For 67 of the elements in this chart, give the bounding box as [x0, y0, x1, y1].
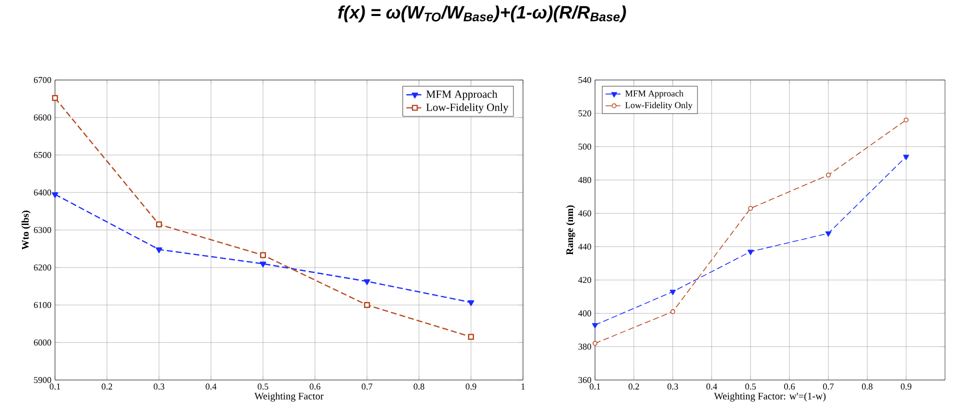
y-tick-label: 440: [578, 244, 592, 250]
x-tick-label: 0.6: [784, 384, 795, 390]
point: [52, 95, 58, 101]
point: [903, 154, 910, 160]
point: [826, 172, 831, 178]
x-tick-label: 1: [522, 384, 525, 390]
y-tick-label: 6100: [34, 302, 52, 308]
legend-label: MFM Approach: [625, 90, 684, 98]
x-tick-label: 0.1: [50, 384, 60, 390]
x-tick-label: 0.6: [310, 384, 320, 390]
x-tick-label: 0.9: [466, 384, 476, 390]
y-tick-label: 420: [578, 276, 592, 284]
y-tick-label: 400: [578, 310, 592, 316]
point: [260, 262, 266, 268]
x-tick-label: 0.5: [258, 384, 268, 390]
point: [52, 192, 58, 198]
x-tick-label: 0.4: [706, 384, 718, 390]
x-axis-title: Weighting Factor: w'=(1-w): [714, 392, 826, 402]
point: [670, 309, 676, 314]
y-tick-label: 460: [578, 210, 592, 216]
x-tick-label: 0.9: [900, 384, 912, 390]
y-axis-title: Range (nm): [566, 205, 576, 255]
point: [156, 221, 162, 228]
point: [904, 118, 909, 122]
point: [468, 334, 474, 340]
point: [748, 206, 753, 211]
y-tick-label: 6400: [34, 189, 52, 196]
point: [364, 302, 370, 308]
point: [364, 279, 370, 285]
y-tick-label: 540: [578, 76, 592, 84]
x-axis-title: Weighting Factor: [254, 392, 324, 402]
x-tick-label: 0.7: [823, 384, 834, 390]
x-tick-label: 0.8: [862, 384, 872, 390]
y-tick-label: 500: [578, 144, 592, 150]
x-tick-label: 0.1: [590, 384, 600, 390]
x-tick-label: 0.7: [362, 384, 372, 390]
y-tick-label: 6500: [34, 152, 52, 158]
x-tick-label: 0.4: [206, 384, 216, 390]
point: [825, 231, 832, 237]
x-tick-label: 0.2: [628, 384, 639, 390]
y-tick-label: 6600: [34, 114, 52, 121]
y-tick-label: 6200: [34, 264, 52, 271]
point: [156, 247, 162, 254]
y-tick-label: 520: [578, 110, 592, 116]
point: [468, 300, 474, 306]
y-tick-label: 480: [578, 176, 592, 184]
point: [748, 250, 754, 256]
y-axis-title: Wto (lbs): [22, 210, 31, 250]
y-tick-label: 6300: [34, 226, 52, 234]
point: [592, 340, 598, 346]
x-tick-label: 0.5: [745, 384, 756, 390]
chart-title: f(x) = ω(W$_{TO}$/W$_{Base}$)+(1-ω)(R/R$_{Base}$): [338, 6, 626, 22]
point: [260, 252, 266, 258]
point: [670, 290, 676, 296]
x-tick-label: 0.3: [154, 384, 164, 390]
y-tick-label: 6700: [34, 76, 52, 84]
y-tick-label: 380: [578, 344, 592, 350]
y-tick-label: 6000: [34, 339, 52, 346]
legend-label: Low-Fidelity Only: [426, 103, 508, 114]
legend-label: Low-Fidelity Only: [625, 102, 692, 110]
y-tick-label: 360: [578, 376, 592, 384]
point: [592, 323, 598, 328]
x-tick-label: 0.2: [102, 384, 112, 390]
legend-label: MFM Approach: [426, 90, 498, 100]
y-tick-label: 5900: [34, 376, 52, 384]
x-tick-label: 0.8: [414, 384, 424, 390]
x-tick-label: 0.3: [668, 384, 678, 390]
